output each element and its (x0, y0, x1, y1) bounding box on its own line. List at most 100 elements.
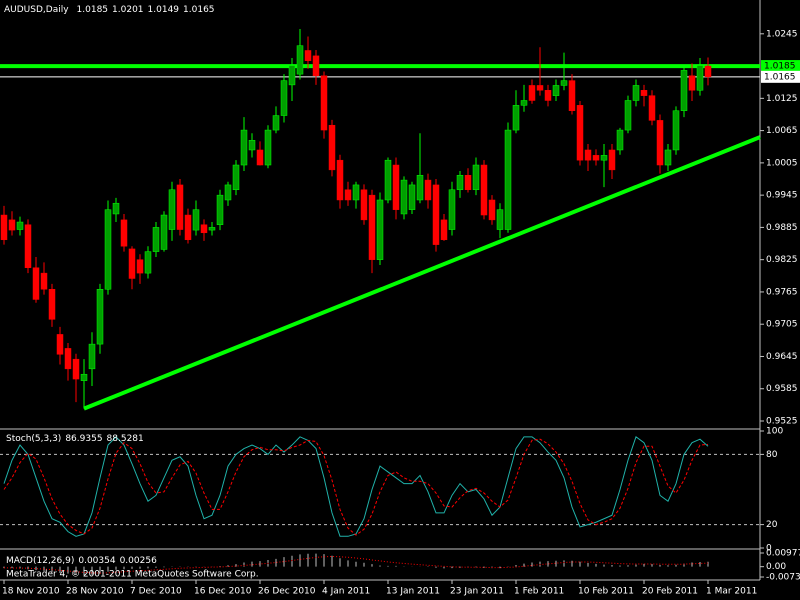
candle-body (408, 184, 416, 210)
y-tick-label: 1.0245 (766, 29, 798, 39)
candle-body (168, 189, 176, 230)
y-tick-label: 20 (766, 520, 778, 530)
candle-body (512, 105, 520, 131)
candle-body (456, 174, 464, 191)
candle-body (480, 164, 488, 216)
candle-body (376, 199, 384, 260)
candle-body (72, 358, 80, 380)
candle-body (184, 214, 192, 241)
trendline (83, 135, 761, 411)
candle-body (128, 248, 136, 279)
y-tick-label: 0 (766, 544, 772, 554)
candle-body (8, 219, 16, 231)
candle-body (616, 129, 624, 151)
candle-body (352, 184, 360, 201)
x-tick-label: 20 Feb 2011 (642, 587, 698, 597)
x-tick-label: 13 Jan 2011 (386, 587, 440, 597)
candle-body (504, 129, 512, 230)
x-tick-label: 7 Dec 2010 (130, 587, 182, 597)
candle-body (392, 164, 400, 210)
candle-body (656, 120, 664, 166)
candle-body (56, 334, 64, 355)
candle-body (272, 115, 280, 131)
candle-body (632, 85, 640, 101)
candle-body (496, 209, 504, 230)
y-tick-label: 0.9885 (766, 223, 798, 233)
y-tick-label: 1.0065 (766, 126, 798, 136)
candle-body (280, 80, 288, 116)
candle-body (400, 179, 408, 215)
candle-body (296, 45, 304, 75)
price-label: 1.0185 (764, 62, 796, 72)
y-tick-label: 0.9585 (766, 384, 798, 394)
candle-body (416, 174, 424, 201)
y-tick-label: 0.9645 (766, 352, 798, 362)
x-tick-label: 4 Jan 2011 (322, 587, 370, 597)
candle-body (176, 184, 184, 230)
candle-body (192, 209, 200, 231)
stoch-k-value: 86.9355 (65, 434, 102, 444)
candle-body (560, 80, 568, 86)
chart-header: AUDUSD,Daily 1.0185 1.0201 1.0149 1.0165 (4, 5, 215, 15)
candle-body (488, 199, 496, 221)
candle-body (432, 184, 440, 245)
candle-body (544, 90, 552, 101)
y-tick-label: 80 (766, 450, 778, 460)
candle-body (648, 95, 656, 121)
macd-header: MACD(12,26,9) 0.00354 0.00256 (6, 556, 157, 566)
stoch-header: Stoch(5,3,3) 86.9355 88.5281 (6, 434, 144, 444)
candle-body (112, 202, 120, 215)
price-label-box (761, 60, 800, 73)
header-high: 1.0201 (112, 5, 144, 15)
candle-body (104, 209, 112, 290)
y-tick-label: 0.9945 (766, 191, 798, 201)
y-tick-label: 1.0125 (766, 94, 798, 104)
candle-body (248, 140, 256, 151)
x-tick-label: 28 Nov 2010 (66, 587, 124, 597)
stoch-title: Stoch(5,3,3) (6, 434, 61, 444)
candle-body (224, 184, 232, 201)
candle-body (200, 224, 208, 234)
candle-body (80, 373, 88, 381)
candle-body (680, 70, 688, 111)
candle-body (368, 194, 376, 260)
candle-body (256, 149, 264, 166)
candle-body (472, 164, 480, 191)
candle-body (232, 164, 240, 191)
candle-body (440, 219, 448, 241)
y-tick-label: 0.00 (766, 562, 786, 572)
candle-body (664, 149, 672, 166)
header-open: 1.0185 (77, 5, 109, 15)
y-tick-label: 1.0005 (766, 158, 798, 168)
candle-body (704, 65, 712, 78)
candle-body (552, 85, 560, 96)
candle-body (328, 124, 336, 171)
macd-value: 0.00354 (78, 556, 115, 566)
candle-body (696, 65, 704, 91)
x-tick-label: 23 Jan 2011 (450, 587, 504, 597)
candle-body (216, 194, 224, 225)
watermark: MetaTrader 4, © 2001-2011 MetaQuotes Sof… (6, 570, 259, 580)
y-tick-label: -0.00737 (766, 573, 800, 583)
candle-body (360, 189, 368, 221)
candle-body (608, 149, 616, 171)
candle-body (16, 221, 24, 230)
candle-body (120, 219, 128, 247)
candle-body (624, 100, 632, 131)
candle-body (592, 155, 600, 161)
candle-body (424, 179, 432, 201)
candle-body (24, 224, 32, 268)
y-tick-label: 0.9705 (766, 320, 798, 330)
candle-body (600, 155, 608, 161)
x-tick-label: 16 Dec 2010 (194, 587, 252, 597)
candle-body (384, 159, 392, 201)
x-tick-label: 26 Dec 2010 (258, 587, 316, 597)
candle-body (288, 65, 296, 86)
stoch-d-value: 88.5281 (107, 434, 144, 444)
candle-body (320, 75, 328, 131)
candle-body (160, 214, 168, 250)
candle-body (536, 85, 544, 91)
candle-body (528, 85, 536, 101)
oscillator-line (3, 436, 709, 537)
